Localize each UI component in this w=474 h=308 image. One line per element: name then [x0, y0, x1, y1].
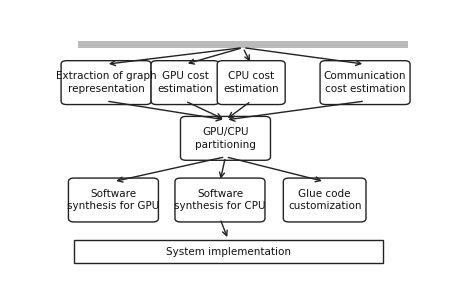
FancyBboxPatch shape	[74, 240, 383, 263]
Text: Extraction of graph
representation: Extraction of graph representation	[56, 71, 156, 94]
FancyBboxPatch shape	[320, 61, 410, 104]
Text: GPU cost
estimation: GPU cost estimation	[157, 71, 213, 94]
FancyBboxPatch shape	[68, 178, 158, 222]
Text: Software
synthesis for GPU: Software synthesis for GPU	[67, 189, 160, 211]
FancyBboxPatch shape	[217, 61, 285, 104]
Text: Software
synthesis for CPU: Software synthesis for CPU	[174, 189, 266, 211]
Text: Communication
cost estimation: Communication cost estimation	[324, 71, 406, 94]
FancyBboxPatch shape	[61, 61, 151, 104]
Text: CPU cost
estimation: CPU cost estimation	[223, 71, 279, 94]
FancyBboxPatch shape	[283, 178, 366, 222]
FancyBboxPatch shape	[181, 116, 271, 160]
FancyBboxPatch shape	[175, 178, 265, 222]
Text: System implementation: System implementation	[166, 247, 291, 257]
Text: Glue code
customization: Glue code customization	[288, 189, 361, 211]
FancyBboxPatch shape	[78, 41, 408, 48]
Text: GPU/CPU
partitioning: GPU/CPU partitioning	[195, 127, 256, 150]
FancyBboxPatch shape	[151, 61, 219, 104]
